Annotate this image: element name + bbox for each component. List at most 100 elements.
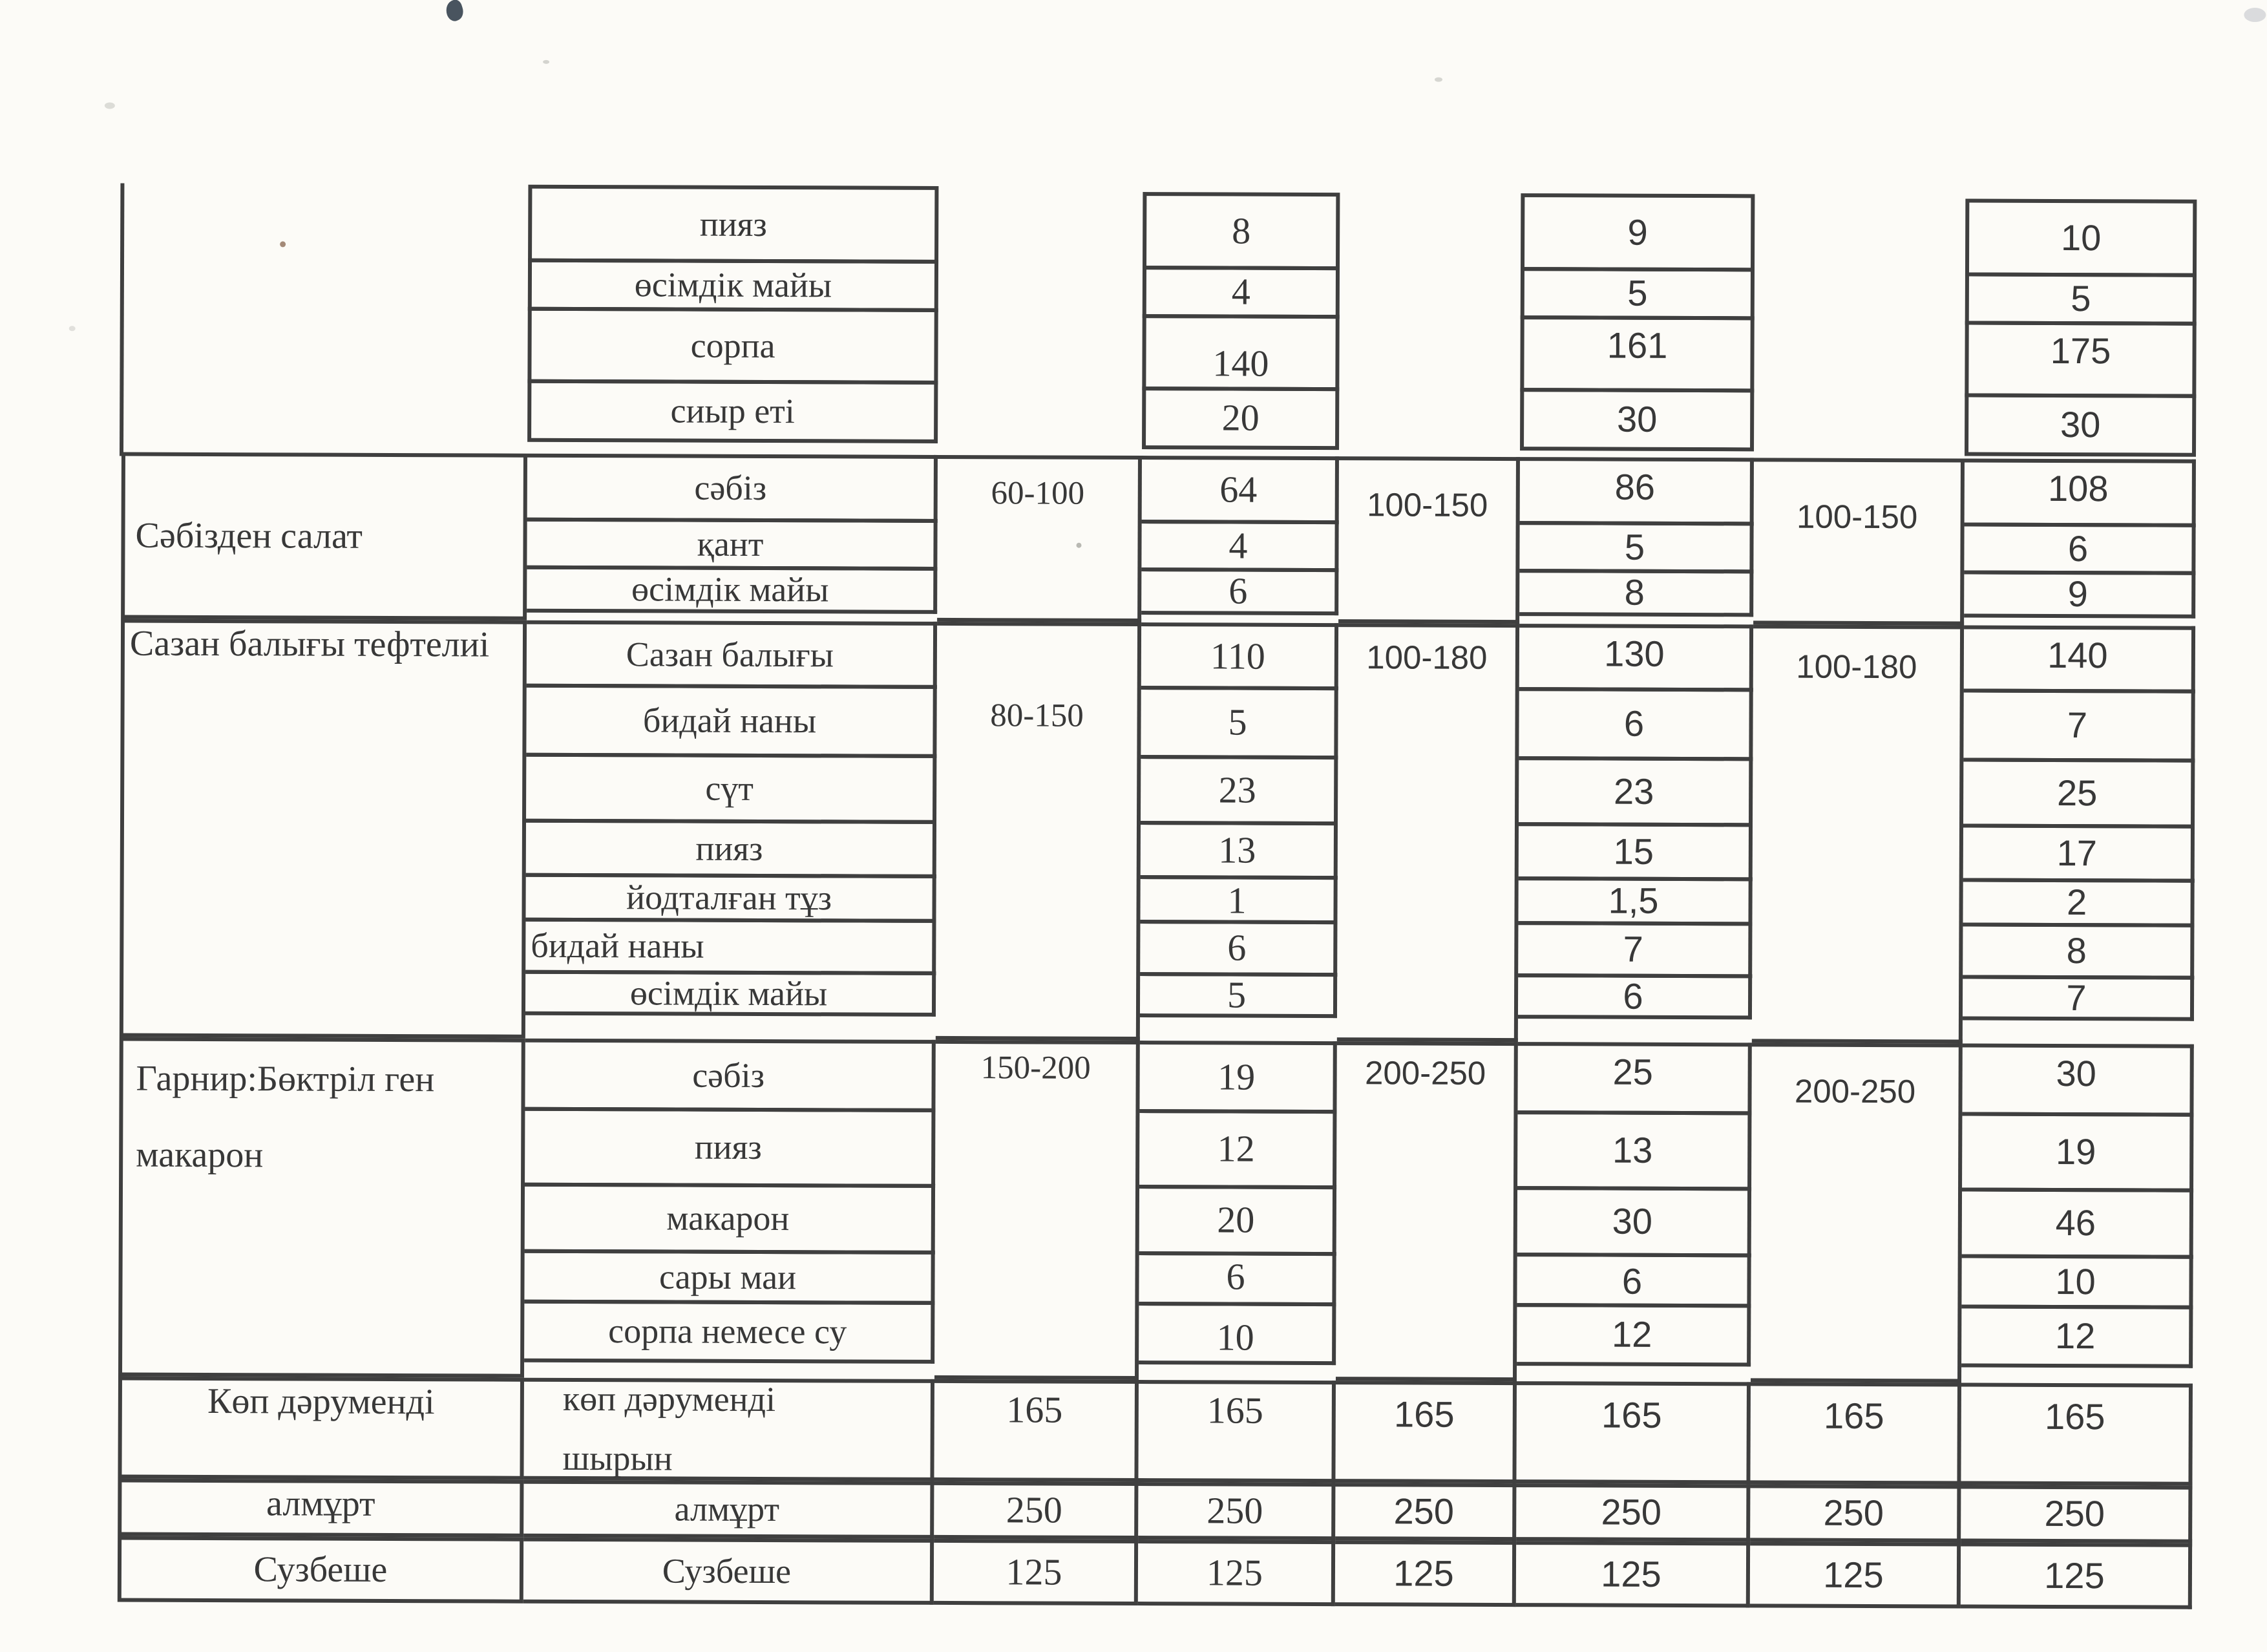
value-cell: 165 (1138, 1380, 1336, 1483)
ingredient-column: сәбіз қант өсімдік майы (527, 453, 938, 614)
dish-name-cell: Гарнир:Бөктріл ген макарон (118, 1037, 525, 1378)
menu-table-row: Сузбеше Сузбеше 125 125 125 125 125 125 (117, 1536, 2193, 1609)
ingredient-cell: сәбіз (527, 453, 938, 523)
value-cell: 125 (1334, 1540, 1517, 1607)
value-cell: 125 (1960, 1542, 2193, 1609)
value-column: 10 5 175 30 (1964, 198, 2197, 457)
menu-table-section: Сәбізден салат сәбіз қант өсімдік майы 6… (121, 452, 2196, 626)
value-cell: 12 (1139, 1109, 1337, 1190)
value-cell: 6 (1517, 1253, 1751, 1308)
value-cell: 30 (1962, 1043, 2194, 1117)
value-cell: 7 (1518, 921, 1753, 979)
value-column: 8 4 140 20 (1142, 192, 1340, 450)
value-cell: 6 (1964, 522, 2196, 575)
value-column: 108 6 9 (1964, 458, 2196, 619)
value-cell: 1,5 (1518, 876, 1753, 926)
value-cell: 2 (1963, 878, 2195, 927)
value-column: 19 12 20 6 10 (1139, 1041, 1337, 1366)
value-cell: 165 (1750, 1382, 1961, 1485)
value-cell: 5 (1520, 267, 1755, 321)
value-cell: 30 (1517, 1186, 1752, 1258)
range-column: 150-200 (934, 1039, 1140, 1381)
value-cell: 23 (1140, 755, 1338, 826)
value-cell: 86 (1519, 457, 1754, 526)
ingredient-cell: бидай наны (526, 683, 937, 758)
ingredient-cell: сәбіз (525, 1038, 936, 1112)
value-cell: 110 (1141, 622, 1339, 691)
menu-table-section: Сазан балығы тефтелиі Сазан балығы бидай… (119, 619, 2196, 1044)
value-cell: 12 (1961, 1304, 2193, 1368)
value-column: 30 19 46 10 12 (1961, 1043, 2194, 1368)
menu-table-row: Көп дәруменді көп дәруменді шырын 165 16… (118, 1376, 2193, 1486)
portion-range-cell: 150-200 (934, 1039, 1140, 1381)
value-cell: 8 (1519, 569, 1754, 617)
range-column: 100-150 (1753, 458, 1965, 626)
range-column: 200-250 (1750, 1043, 1963, 1383)
portion-range-cell: 200-250 (1750, 1043, 1963, 1383)
value-cell: 46 (1961, 1187, 2194, 1259)
value-cell: 5 (1519, 521, 1754, 574)
value-cell: 12 (1517, 1303, 1751, 1367)
value-cell: 10 (1961, 1254, 2193, 1309)
ingredient-cell: көп дәруменді шырын (523, 1377, 934, 1481)
value-cell: 125 (1137, 1540, 1336, 1607)
ingredient-cell: сүт (526, 752, 937, 824)
value-column: 86 5 8 (1519, 457, 1754, 617)
value-cell: 25 (1963, 757, 2195, 829)
value-cell: 30 (1520, 388, 1755, 452)
value-cell: 165 (1335, 1381, 1517, 1484)
value-cell: 9 (1520, 193, 1755, 272)
value-cell: 15 (1518, 822, 1753, 882)
portion-range-cell: 80-150 (935, 621, 1142, 1041)
value-cell: 250 (1335, 1483, 1517, 1541)
ingredient-cell: өсімдік майы (527, 258, 939, 312)
ingredient-column: Сазан балығы бидай наны сүт пияз йодталғ… (525, 620, 938, 1017)
value-cell: 140 (1142, 314, 1340, 392)
ingredient-cell: өсімдік майы (525, 969, 936, 1017)
value-cell: 19 (1139, 1041, 1337, 1114)
menu-table: пияз өсімдік майы сорпа сиыр еті 8 4 140… (3, 0, 2267, 1609)
value-cell: 13 (1517, 1110, 1752, 1191)
value-cell: 64 (1141, 456, 1339, 525)
value-cell: 5 (1965, 272, 2197, 326)
ingredient-cell: пияз (525, 818, 937, 878)
value-cell: 140 (1963, 625, 2196, 694)
ingredient-cell: пияз (528, 184, 939, 264)
value-cell: 10 (1965, 198, 2197, 277)
value-cell: 125 (1515, 1541, 1751, 1608)
value-cell: 130 (1519, 624, 1754, 692)
ingredient-cell: сары маи (524, 1249, 935, 1305)
value-cell: 6 (1517, 973, 1753, 1020)
menu-table-row: алмұрт алмұрт 250 250 250 250 250 250 (118, 1478, 2193, 1543)
value-cell: 4 (1142, 266, 1340, 319)
portion-range-cell: 200-250 (1335, 1041, 1518, 1382)
ingredient-cell: қант (527, 517, 938, 571)
portion-range-cell: 100-150 (1753, 458, 1965, 626)
range-column: 80-150 (935, 621, 1142, 1041)
value-cell: 125 (933, 1538, 1139, 1606)
value-cell: 13 (1140, 821, 1338, 880)
value-cell: 175 (1965, 321, 2197, 398)
dish-column: Гарнир:Бөктріл ген макарон (118, 1037, 525, 1378)
dish-name-cell: Көп дәруменді (118, 1376, 525, 1480)
value-column: 110 5 23 13 1 6 5 (1139, 622, 1339, 1019)
dish-name-cell: Сазан балығы тефтелиі (119, 619, 527, 1039)
dish-name-cell: Сәбізден салат (121, 452, 527, 620)
value-column: 9 5 161 30 (1520, 193, 1755, 452)
value-cell: 9 (1964, 570, 2196, 619)
scan-speck (1435, 77, 1443, 82)
value-cell: 20 (1142, 387, 1340, 450)
menu-table-section: пияз өсімдік майы сорпа сиыр еті 8 4 140… (121, 184, 2197, 460)
value-column: 64 4 6 (1141, 456, 1339, 616)
value-cell: 125 (1749, 1541, 1961, 1609)
ingredient-cell: сорпа немесе су (524, 1299, 935, 1364)
range-column: 100-150 (1338, 456, 1520, 624)
value-cell: 250 (1961, 1485, 2193, 1543)
value-cell: 5 (1141, 686, 1338, 760)
value-cell: 23 (1518, 756, 1753, 827)
value-cell: 17 (1963, 823, 2195, 883)
value-cell: 6 (1141, 567, 1339, 616)
value-cell: 25 (1517, 1042, 1752, 1116)
value-cell: 7 (1963, 688, 2195, 763)
